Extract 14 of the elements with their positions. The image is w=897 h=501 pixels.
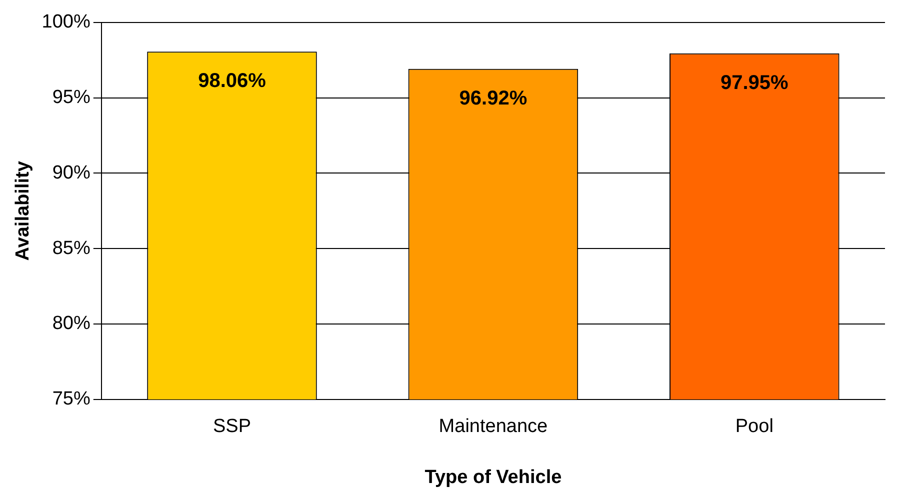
x-tick-label: SSP — [212, 416, 252, 438]
y-tick-label: 90% — [52, 162, 90, 184]
data-label: 97.95% — [720, 72, 789, 94]
y-tick-label: 95% — [52, 87, 90, 108]
data-label: 96.92% — [459, 87, 528, 110]
y-axis-title: Availability — [12, 160, 34, 261]
x-axis-title: Type of Vehicle — [424, 466, 562, 488]
y-tick-label: 100% — [42, 12, 90, 33]
x-tick-label: Pool — [735, 416, 774, 438]
x-tick-label: Maintenance — [438, 416, 548, 438]
y-tick-label: 80% — [52, 313, 90, 334]
y-tick-label: 75% — [52, 388, 90, 410]
data-label: 98.06% — [198, 70, 266, 92]
y-tick-label: 85% — [52, 238, 90, 259]
